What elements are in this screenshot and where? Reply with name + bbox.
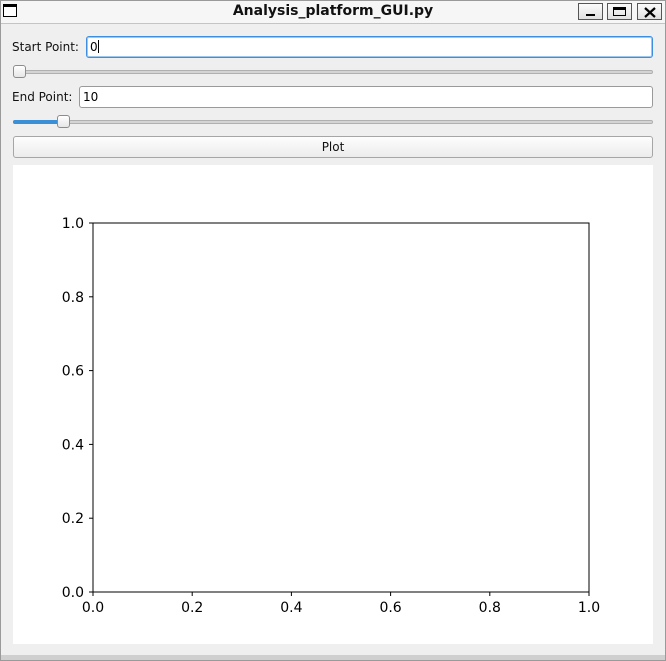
x-tick-label: 0.6 [379,600,401,616]
close-icon [644,7,656,18]
maximize-button[interactable] [607,3,632,20]
x-tick-label: 0.4 [280,600,302,616]
start-slider-handle[interactable] [13,65,26,78]
plot-canvas: 0.0 0.2 0.4 0.6 0.8 1.0 0.0 0.2 0.4 0.6 0.8 1.0 [13,165,653,644]
axes-frame [92,222,590,593]
close-button[interactable] [637,3,662,20]
end-slider-groove [13,120,653,124]
plot-button[interactable]: Plot [13,136,653,158]
minimize-button[interactable] [578,3,603,20]
start-point-slider[interactable] [13,65,653,79]
text-caret [97,40,99,53]
x-tick-label: 0.2 [181,600,203,616]
end-point-value: 10 [83,90,99,104]
window-icon[interactable] [3,4,17,17]
end-point-input[interactable]: 10 [79,86,653,108]
y-tick-label: 1.0 [62,216,84,232]
y-tick-label: 0.4 [62,437,84,453]
window-title: Analysis_platform_GUI.py [232,3,434,19]
chart-svg: 0.0 0.2 0.4 0.6 0.8 1.0 0.0 0.2 0.4 0.6 0.8 1.0 [62,216,600,616]
start-point-label: Start Point: [12,40,79,54]
y-tick-label: 0.0 [62,585,84,601]
start-point-value: 0 [90,40,98,54]
window-bottom-border [1,655,665,660]
end-point-slider[interactable] [13,115,653,129]
x-tick-label: 0.8 [479,600,501,616]
y-tick-label: 0.6 [62,364,84,380]
end-slider-handle[interactable] [56,115,70,128]
start-slider-groove [13,70,653,74]
end-point-label: End Point: [12,90,73,104]
x-tick-label: 1.0 [578,600,600,616]
start-point-input[interactable]: 0 [86,36,653,58]
y-tick-label: 0.2 [62,511,84,527]
x-tick-label: 0.0 [82,600,104,616]
title-bar[interactable]: Analysis_platform_GUI.py [1,1,665,24]
end-slider-fill [13,120,63,124]
y-tick-label: 0.8 [62,290,84,306]
